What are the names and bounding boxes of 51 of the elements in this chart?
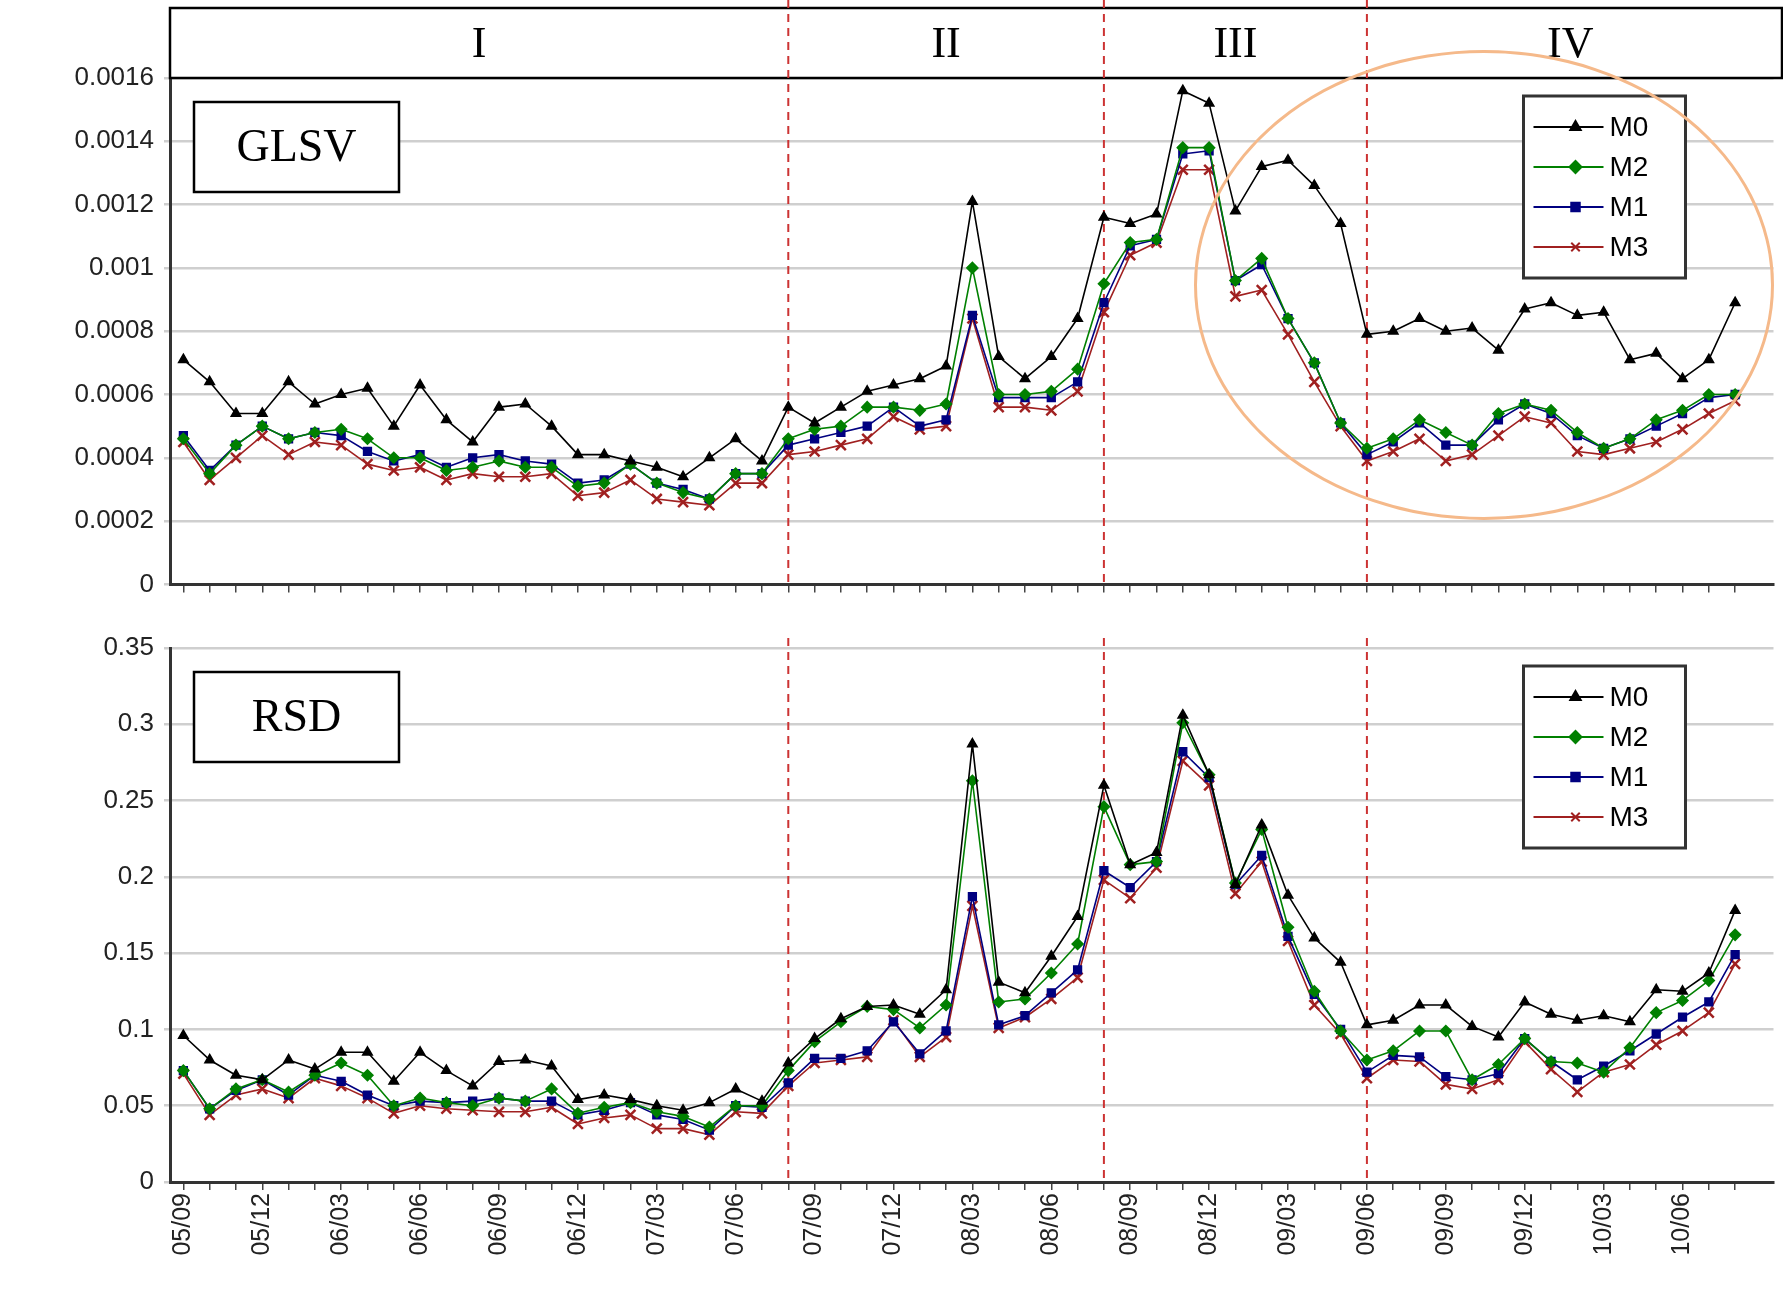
y-tick-label: 0 xyxy=(139,567,154,598)
x-tick-label: 09/03 xyxy=(1271,1193,1300,1256)
x-tick-label: 07/09 xyxy=(798,1193,827,1256)
y-tick-label: 0.25 xyxy=(103,783,154,814)
x-tick-label: 08/06 xyxy=(1035,1193,1064,1256)
text: RSD xyxy=(251,690,342,742)
y-tick-label: 0.0004 xyxy=(74,440,154,471)
x-tick-label: 07/06 xyxy=(719,1193,748,1256)
x-tick-label: 06/12 xyxy=(561,1193,590,1256)
y-tick-label: 0.0006 xyxy=(74,377,154,408)
y-tick-label: 0.0014 xyxy=(74,124,154,155)
y-tick-label: 0.0008 xyxy=(74,314,154,345)
x-tick-label: 10/03 xyxy=(1587,1193,1616,1256)
text: II xyxy=(931,17,961,67)
x-tick-label: 07/03 xyxy=(640,1193,669,1256)
x-tick-label: 05/12 xyxy=(246,1193,275,1256)
legend-label: M3 xyxy=(1609,230,1649,262)
y-tick-label: 0.001 xyxy=(88,251,154,282)
legend-label: M1 xyxy=(1609,760,1649,792)
legend-label: M1 xyxy=(1609,190,1649,222)
text: I xyxy=(471,17,487,67)
text: IV xyxy=(1546,17,1594,67)
x-tick-label: 06/06 xyxy=(403,1193,432,1256)
y-tick-label: 0.05 xyxy=(103,1088,154,1119)
x-tick-label: 09/12 xyxy=(1508,1193,1537,1256)
legend-label: M0 xyxy=(1609,110,1649,142)
x-tick-label: 08/03 xyxy=(956,1193,985,1256)
y-tick-label: 0.0012 xyxy=(74,187,154,218)
y-tick-label: 0.0016 xyxy=(74,61,154,92)
x-tick-label: 09/09 xyxy=(1429,1193,1458,1256)
y-tick-label: 0 xyxy=(139,1165,154,1196)
legend-label: M2 xyxy=(1609,720,1649,752)
text: GLSV xyxy=(236,120,357,172)
y-tick-label: 0.15 xyxy=(103,936,154,967)
x-tick-label: 09/06 xyxy=(1350,1193,1379,1256)
y-tick-label: 0.0002 xyxy=(74,504,154,535)
y-tick-label: 0.2 xyxy=(117,860,154,891)
x-tick-label: 07/12 xyxy=(877,1193,906,1256)
x-tick-label: 10/06 xyxy=(1666,1193,1695,1256)
text: III xyxy=(1213,17,1258,67)
x-tick-label: 06/09 xyxy=(482,1193,511,1256)
y-tick-label: 0.35 xyxy=(103,631,154,662)
x-tick-label: 06/03 xyxy=(325,1193,354,1256)
legend-label: M0 xyxy=(1609,680,1649,712)
legend-label: M2 xyxy=(1609,150,1649,182)
x-tick-label: 08/12 xyxy=(1193,1193,1221,1256)
y-tick-label: 0.3 xyxy=(117,707,154,738)
x-tick-label: 08/09 xyxy=(1114,1193,1143,1256)
legend-label: M3 xyxy=(1609,800,1649,832)
y-tick-label: 0.1 xyxy=(117,1012,154,1043)
x-tick-label: 05/09 xyxy=(167,1193,196,1256)
